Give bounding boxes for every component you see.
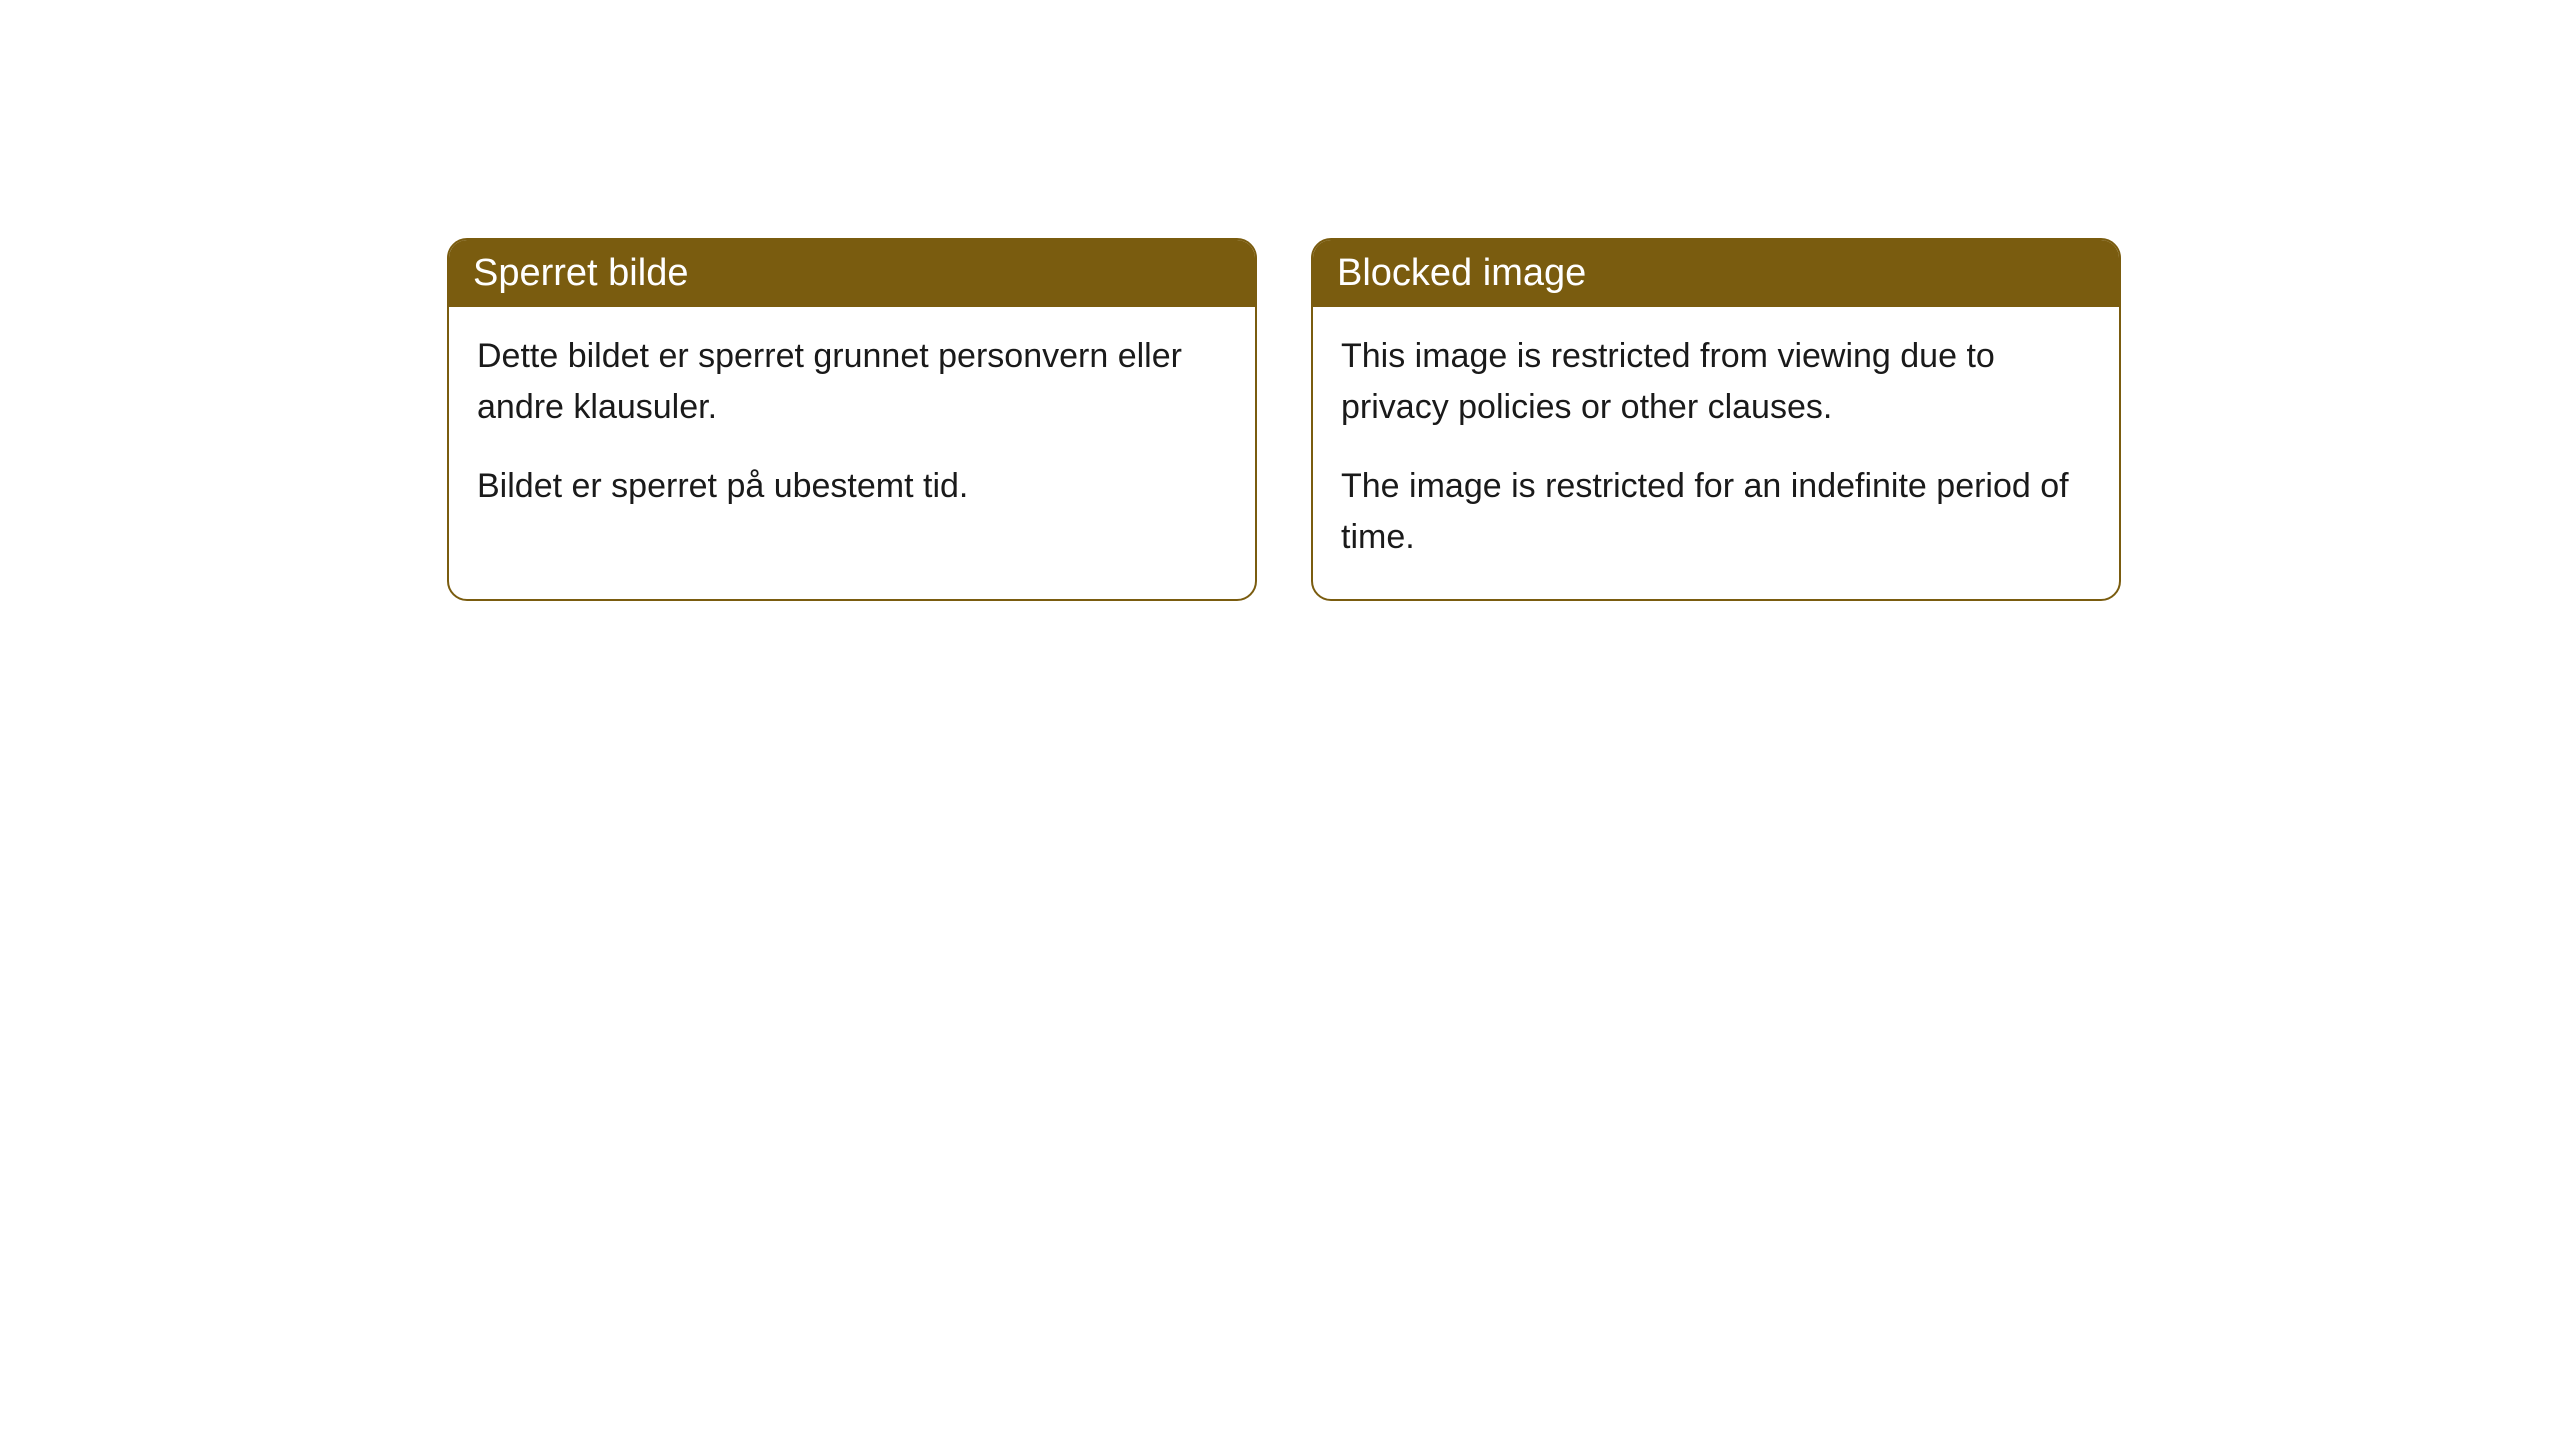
card-title: Sperret bilde bbox=[473, 252, 688, 294]
card-header: Blocked image bbox=[1313, 240, 2119, 307]
card-title: Blocked image bbox=[1337, 252, 1586, 294]
card-paragraph-2: Bildet er sperret på ubestemt tid. bbox=[477, 461, 1227, 512]
blocked-image-card-english: Blocked image This image is restricted f… bbox=[1311, 238, 2121, 601]
blocked-image-card-norwegian: Sperret bilde Dette bildet er sperret gr… bbox=[447, 238, 1257, 601]
card-paragraph-1: Dette bildet er sperret grunnet personve… bbox=[477, 331, 1227, 433]
card-header: Sperret bilde bbox=[449, 240, 1255, 307]
card-body: Dette bildet er sperret grunnet personve… bbox=[449, 307, 1255, 548]
card-body: This image is restricted from viewing du… bbox=[1313, 307, 2119, 599]
cards-container: Sperret bilde Dette bildet er sperret gr… bbox=[0, 0, 2560, 601]
card-paragraph-1: This image is restricted from viewing du… bbox=[1341, 331, 2091, 433]
card-paragraph-2: The image is restricted for an indefinit… bbox=[1341, 461, 2091, 563]
